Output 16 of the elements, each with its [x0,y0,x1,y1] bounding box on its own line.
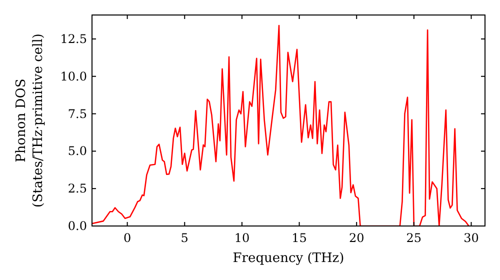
y-tick-label: 5.0 [68,144,87,158]
x-tick-label: 15 [292,231,307,245]
x-tick-label: 30 [464,231,479,245]
y-axis-title: Phonon DOS (States/THz·primitive cell) [14,33,46,208]
x-axis-title: Frequency (THz) [232,251,344,266]
x-tick-label: 25 [406,231,422,245]
y-tick-label: 2.5 [68,182,87,196]
x-tick-label: 10 [234,231,250,245]
line-series [92,24,470,226]
y-tick-label: 7.5 [68,106,87,121]
x-tick-label: 5 [180,231,188,245]
x-tick-label: 0 [123,231,132,245]
x-tick-label: 20 [348,231,364,245]
y-tick-label: 12.5 [60,32,87,46]
y-tick-label: 0.0 [68,219,87,233]
y-tick-label: 10.0 [60,69,87,84]
